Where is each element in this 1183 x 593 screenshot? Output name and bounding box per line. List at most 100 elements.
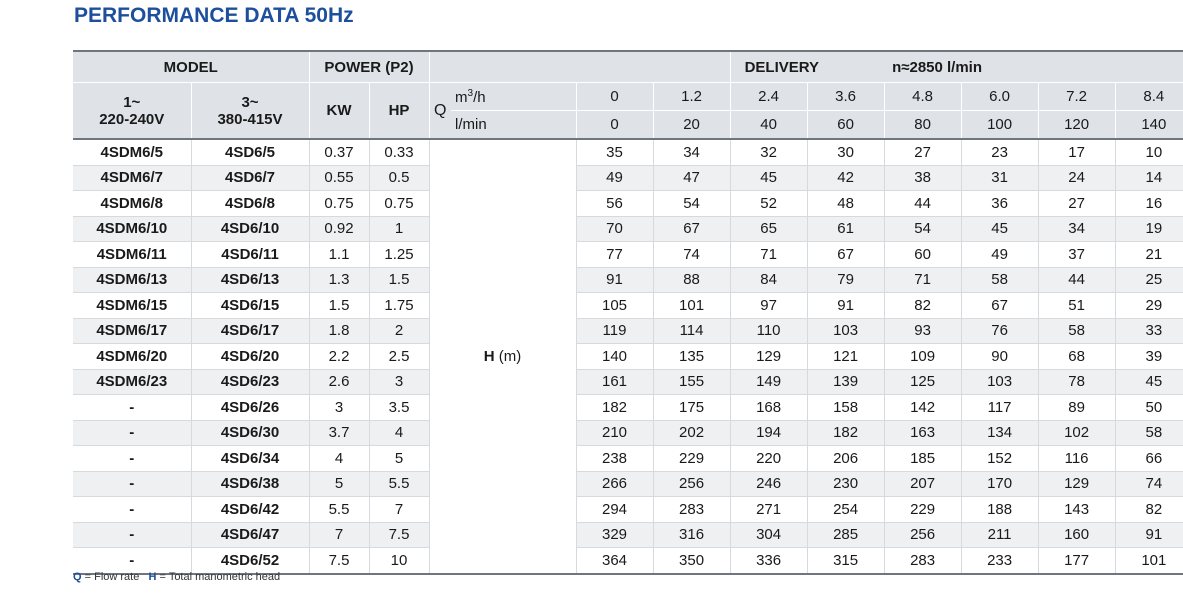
head-value: 67	[961, 292, 1039, 319]
head-value: 52	[730, 190, 808, 217]
head-value: 17	[1038, 139, 1116, 166]
head-value: 168	[730, 394, 808, 421]
power-hp: 2	[369, 318, 430, 344]
head-value: 58	[1038, 318, 1116, 344]
head-value: 350	[653, 547, 731, 575]
head-value: 10	[1115, 139, 1183, 166]
head-value: 67	[807, 241, 885, 268]
head-value: 68	[1038, 343, 1116, 370]
head-value: 34	[1038, 216, 1116, 242]
power-kw: 3	[309, 394, 370, 421]
head-value: 170	[961, 471, 1039, 497]
head-value: 44	[884, 190, 962, 217]
model-three-phase: 4SD6/17	[191, 318, 310, 344]
head-value: 143	[1038, 496, 1116, 523]
head-value: 220	[730, 445, 808, 472]
model-single-phase: -	[73, 471, 192, 497]
head-value: 74	[1115, 471, 1183, 497]
head-value: 139	[807, 369, 885, 395]
power-kw: 1.1	[309, 241, 370, 268]
head-value: 256	[884, 522, 962, 548]
head-unit: (m)	[498, 347, 522, 365]
head-value: 54	[653, 190, 731, 217]
head-value: 135	[653, 343, 731, 370]
power-hp: 5.5	[369, 471, 430, 497]
head-value: 56	[576, 190, 654, 217]
head-value: 36	[961, 190, 1039, 217]
power-kw: 1.3	[309, 267, 370, 293]
model-three-phase: 4SD6/15	[191, 292, 310, 319]
head-value: 44	[1038, 267, 1116, 293]
head-value: 294	[576, 496, 654, 523]
flow-m3h-1: 1.2	[653, 82, 731, 111]
model-single-phase: -	[73, 420, 192, 446]
head-value: 105	[576, 292, 654, 319]
model-single-phase: 4SDM6/20	[73, 343, 192, 370]
head-value: 82	[1115, 496, 1183, 523]
power-kw: 0.92	[309, 216, 370, 242]
q-header: Q	[429, 82, 452, 140]
power-hp: 1.25	[369, 241, 430, 268]
head-value: 158	[807, 394, 885, 421]
model-three-phase: 4SD6/7	[191, 165, 310, 191]
head-value: 109	[884, 343, 962, 370]
head-value: 91	[576, 267, 654, 293]
power-hp: 5	[369, 445, 430, 472]
table-row: 4SDM6/8 4SD6/8 0.75 0.75 56 54 52 48 44 36 27 16	[73, 190, 1183, 217]
model-single-phase: 4SDM6/13	[73, 267, 192, 293]
head-value: 233	[961, 547, 1039, 575]
head-value: 149	[730, 369, 808, 395]
head-value: 42	[807, 165, 885, 191]
power-hp: 0.75	[369, 190, 430, 217]
model-three-phase: 4SD6/23	[191, 369, 310, 395]
head-value: 61	[807, 216, 885, 242]
table-row: -4SD6/34 4 5 238 229 220 206 185 152 116 66	[73, 445, 1183, 472]
head-label: H	[483, 347, 495, 365]
model-single-phase: 4SDM6/8	[73, 190, 192, 217]
power-kw: 7.5	[309, 547, 370, 575]
model-three-phase: 4SD6/47	[191, 522, 310, 548]
model-three-phase: 4SD6/52	[191, 547, 310, 575]
head-value: 182	[576, 394, 654, 421]
table-row: -4SD6/30 3.7 4 210 202 194 182 163 134 102 58	[73, 420, 1183, 446]
table-row: -4SD6/52 7.5 10 364 350 336 315 283 233 177 101	[73, 547, 1183, 575]
head-value: 78	[1038, 369, 1116, 395]
head-value: 119	[576, 318, 654, 344]
table-row: 4SDM6/23 4SD6/23 2.6 3 161 155 149 139 125 103 78 4…	[73, 369, 1183, 395]
flow-lmin-2: 40	[730, 110, 808, 140]
power-hp: 3	[369, 369, 430, 395]
power-kw: 5	[309, 471, 370, 497]
head-value: 82	[884, 292, 962, 319]
model-three-phase: 4SD6/38	[191, 471, 310, 497]
head-value: 45	[961, 216, 1039, 242]
power-kw: 0.55	[309, 165, 370, 191]
head-value: 48	[807, 190, 885, 217]
head-value: 91	[807, 292, 885, 319]
head-value: 129	[730, 343, 808, 370]
head-value: 207	[884, 471, 962, 497]
head-value: 177	[1038, 547, 1116, 575]
head-value: 188	[961, 496, 1039, 523]
legend-q-text: = Flow rate	[84, 571, 140, 583]
model-three-phase: 4SD6/34	[191, 445, 310, 472]
legend-h-text: = Total manometric head	[159, 571, 281, 583]
model-three-phase: 4SD6/5	[191, 139, 310, 166]
head-value: 16	[1115, 190, 1183, 217]
model-three-phase: 4SD6/10	[191, 216, 310, 242]
model-single-phase: 4SDM6/17	[73, 318, 192, 344]
head-value: 31	[961, 165, 1039, 191]
flow-m3h-7: 8.4	[1115, 82, 1183, 111]
head-value: 246	[730, 471, 808, 497]
power-hp: 1.75	[369, 292, 430, 319]
power-kw: 2.6	[309, 369, 370, 395]
model-single-phase: 4SDM6/11	[73, 241, 192, 268]
head-value: 315	[807, 547, 885, 575]
model-single-phase: -	[73, 445, 192, 472]
head-value: 271	[730, 496, 808, 523]
model-three-phase: 4SD6/26	[191, 394, 310, 421]
head-value: 30	[807, 139, 885, 166]
power-hp: 3.5	[369, 394, 430, 421]
head-value: 93	[884, 318, 962, 344]
head-value: 14	[1115, 165, 1183, 191]
model-single-phase: 4SDM6/15	[73, 292, 192, 319]
